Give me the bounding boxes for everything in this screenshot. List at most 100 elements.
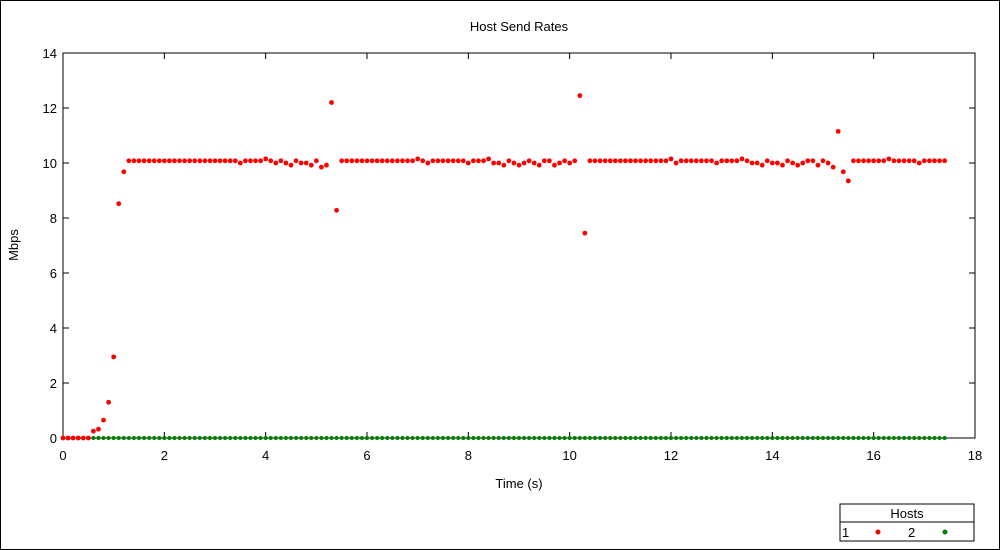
series-2-point [314,436,319,440]
series-2-point [126,436,131,440]
series-1-point [633,158,638,164]
series-1-point [536,162,542,168]
series-2-point [623,436,628,440]
series-1-point [339,158,345,164]
series-1-point [506,158,512,164]
series-1-point [937,158,942,164]
series-1-point [161,158,167,164]
series-2-point [496,436,501,440]
series-2-point [182,436,187,440]
series-1-point [293,158,299,164]
series-1-point [324,162,329,168]
y-tick-label: 12 [43,101,57,116]
series-1-point [212,158,218,164]
legend: Hosts 1 2 [839,503,975,542]
series-1-point [263,156,269,162]
series-2-point [927,436,932,440]
series-1-point [430,158,436,164]
series-2-point [177,436,182,440]
series-1-point [602,158,608,164]
series-2-point [709,436,714,440]
series-2-point [775,436,780,440]
series-2-point [876,436,881,440]
series-2-point [567,436,572,440]
series-1-point [800,160,806,166]
series-1-point [440,158,446,164]
series-2-point [582,436,587,440]
series-2-point [815,436,820,440]
series-2-point [441,436,445,440]
series-2-point [167,436,172,440]
series-2-point [724,436,729,440]
series-1-point [192,158,198,164]
series-1-point [425,160,431,166]
series-1-point [729,158,735,164]
series-2-point [152,436,157,440]
series-2-point [349,436,354,440]
series-1-point [450,158,456,164]
series-2-point [365,436,369,440]
series-1-point [572,158,578,164]
series-2-point [547,436,552,440]
series-2-point [273,436,278,440]
series-1-points [60,93,947,441]
series-2-point [755,436,760,440]
series-1-point [663,158,669,164]
series-2-point [101,436,106,440]
series-2-point [593,436,597,440]
series-2-point [871,436,876,440]
series-1-point [253,158,258,164]
x-tick-label: 10 [562,448,576,463]
series-1-point [187,158,193,164]
series-2-point [283,436,288,440]
series-1-point [932,158,937,164]
x-tick-label: 16 [866,448,880,463]
series-2-point [912,436,917,440]
series-2-point [258,436,263,440]
series-2-point [410,436,415,440]
series-1-point [471,158,476,164]
series-1-point [344,158,350,164]
series-1-point [496,160,502,166]
series-2-point [511,436,516,440]
series-2-point [734,436,739,440]
series-2-point [841,436,846,440]
series-1-point [693,158,699,164]
series-2-point [785,436,790,440]
series-2-point [147,436,152,440]
series-2-point [821,436,825,440]
series-2-point [653,436,658,440]
series-2-point [456,436,461,440]
series-2-point [587,436,592,440]
y-axis-label: Mbps [6,229,21,261]
series-1-point [202,158,208,164]
y-tick-label: 6 [50,266,57,281]
series-2-point [385,436,390,440]
series-2-point [309,436,314,440]
series-1-point [638,158,643,164]
series-1-point [101,417,106,423]
series-2-point [339,436,344,440]
series-1-point [273,160,279,166]
series-1-point [567,160,573,166]
series-2-point [461,436,466,440]
series-1-point [303,160,309,166]
series-2-point [562,436,567,440]
series-1-point [80,435,86,441]
series-1-point [775,160,780,166]
series-1-point [111,354,117,360]
series-1-point [683,158,689,164]
series-1-point [643,158,649,164]
series-1-point [612,158,618,164]
series-1-point [177,158,182,164]
series-2-point [628,436,633,440]
series-1-point [557,160,562,166]
series-2-point [278,436,283,440]
series-1-point [734,158,740,164]
series-1-point [359,158,365,164]
series-2-point [106,436,111,440]
series-1-point [167,158,172,164]
series-2-point [324,436,329,440]
x-tick-label: 12 [664,448,678,463]
series-2-point [866,436,871,440]
